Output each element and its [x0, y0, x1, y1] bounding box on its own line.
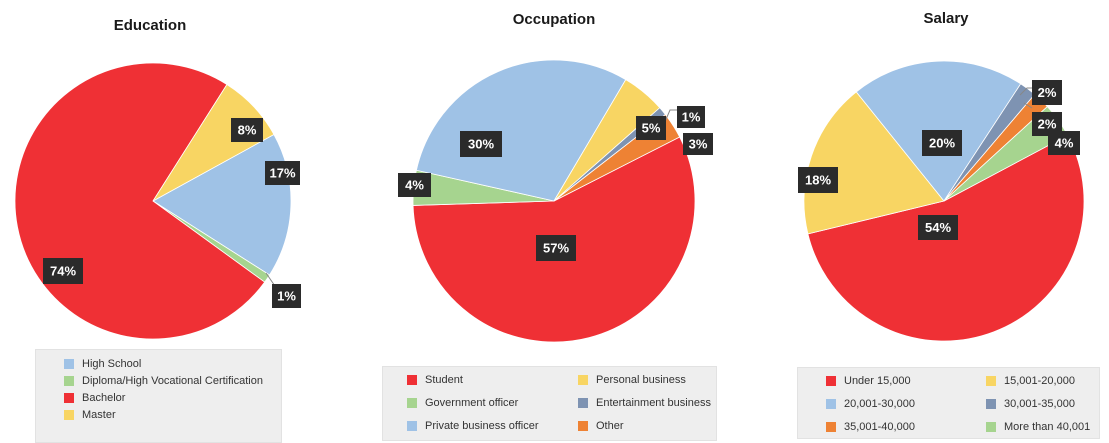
- occupation-legend-swatch: [407, 398, 417, 408]
- education-legend-label: Bachelor: [82, 392, 126, 404]
- occupation-chart-title: Occupation: [513, 11, 596, 28]
- salary-data-label: 20%: [929, 136, 955, 151]
- occupation-data-label-box: [636, 116, 666, 140]
- education-data-label: 74%: [50, 264, 76, 279]
- education-legend-label: High School: [82, 358, 142, 370]
- salary-slice-15-001-20-000: [803, 91, 945, 235]
- salary-legend-swatch: [826, 376, 836, 386]
- occupation-data-label-box: [677, 106, 705, 128]
- education-legend-swatch: [64, 410, 74, 420]
- salary-legend-item: 20,001-30,000: [826, 398, 915, 410]
- occupation-legend-label: Personal business: [596, 374, 686, 386]
- occupation-data-label: 1%: [682, 110, 701, 125]
- occupation-legend-item: Private business officer: [407, 420, 539, 432]
- salary-data-label-box: [1032, 80, 1062, 105]
- occupation-legend-swatch: [578, 398, 588, 408]
- salary-data-label: 2%: [1038, 85, 1057, 100]
- education-legend-swatch: [64, 393, 74, 403]
- education-legend-swatch: [64, 376, 74, 386]
- occupation-legend-label: Other: [596, 420, 624, 432]
- education-data-label-box: [43, 258, 83, 284]
- education-data-label: 1%: [277, 289, 296, 304]
- salary-data-label-box: [1048, 131, 1080, 155]
- occupation-legend-label: Government officer: [425, 397, 519, 409]
- salary-legend-item: 35,001-40,000: [826, 421, 915, 433]
- occupation-legend-label: Student: [425, 374, 463, 386]
- education-data-label: 8%: [238, 123, 257, 138]
- salary-legend-swatch: [826, 399, 836, 409]
- occupation-slice-private-business-officer: [415, 59, 627, 202]
- occupation-data-label-box: [536, 235, 576, 261]
- salary-legend-label: 35,001-40,000: [844, 421, 915, 433]
- salary-data-label-box: [918, 215, 958, 240]
- education-legend: High School Diploma/High Vocational Certi…: [35, 349, 282, 443]
- education-legend-item: High School: [64, 358, 141, 370]
- salary-data-label-box: [922, 130, 962, 156]
- salary-legend-swatch: [986, 422, 996, 432]
- salary-legend: Under 15,000 20,001-30,000 35,001-40,000 15…: [797, 367, 1100, 439]
- education-data-label: 17%: [269, 166, 295, 181]
- education-data-label-box: [265, 161, 300, 185]
- occupation-legend-item: Personal business: [578, 374, 686, 386]
- occupation-legend-swatch: [407, 421, 417, 431]
- salary-chart-title: Salary: [923, 10, 969, 27]
- occupation-data-label: 30%: [468, 137, 494, 152]
- salary-legend-swatch: [986, 376, 996, 386]
- salary-leader-line: [1023, 102, 1033, 109]
- salary-legend-item: 15,001-20,000: [986, 375, 1075, 387]
- salary-data-label-box: [798, 167, 838, 193]
- salary-data-label: 4%: [1055, 136, 1074, 151]
- salary-legend-label: 30,001-35,000: [1004, 398, 1075, 410]
- occupation-data-label: 57%: [543, 241, 569, 256]
- salary-legend-item: More than 40,001: [986, 421, 1090, 433]
- occupation-legend-label: Entertainment business: [596, 397, 711, 409]
- salary-legend-label: More than 40,001: [1004, 421, 1091, 433]
- occupation-legend: Student Government officer Private busines…: [382, 366, 717, 441]
- salary-data-label: 18%: [805, 173, 831, 188]
- occupation-legend-item: Other: [578, 420, 624, 432]
- education-chart: Education 17% 1% 74% 8%: [14, 17, 301, 340]
- education-legend-item: Master: [64, 409, 116, 421]
- education-slice-master: [152, 83, 275, 202]
- education-slice-high-school: [152, 133, 292, 276]
- education-legend-label: Master: [82, 409, 116, 421]
- occupation-legend-label: Private business officer: [425, 420, 539, 432]
- education-data-label-box: [272, 284, 301, 308]
- salary-legend-swatch: [826, 422, 836, 432]
- salary-legend-item: Under 15,000: [826, 375, 911, 387]
- education-chart-title: Education: [114, 17, 187, 34]
- occupation-data-label: 3%: [689, 137, 708, 152]
- salary-data-label: 2%: [1038, 117, 1057, 132]
- salary-data-label: 54%: [925, 220, 951, 235]
- education-data-label-box: [231, 118, 263, 142]
- education-legend-swatch: [64, 359, 74, 369]
- occupation-data-label: 5%: [642, 121, 661, 136]
- salary-legend-item: 30,001-35,000: [986, 398, 1075, 410]
- occupation-legend-swatch: [578, 421, 588, 431]
- salary-leader-line: [1019, 87, 1032, 96]
- salary-legend-label: 20,001-30,000: [844, 398, 915, 410]
- occupation-legend-item: Entertainment business: [578, 397, 711, 409]
- occupation-chart: Occupation 57% 4% 30% 5% 1% 3%: [398, 11, 713, 343]
- occupation-legend-item: Government officer: [407, 397, 518, 409]
- salary-chart: Salary 54% 18% 20% 2% 2% 4%: [798, 10, 1085, 342]
- occupation-legend-item: Student: [407, 374, 463, 386]
- occupation-data-label-box: [398, 173, 431, 197]
- occupation-data-label-box: [683, 133, 713, 155]
- salary-legend-swatch: [986, 399, 996, 409]
- occupation-legend-swatch: [407, 375, 417, 385]
- occupation-data-label-box: [460, 131, 502, 157]
- salary-legend-label: 15,001-20,000: [1004, 375, 1075, 387]
- occupation-data-label: 4%: [405, 178, 424, 193]
- education-legend-item: Bachelor: [64, 392, 125, 404]
- education-legend-item: Diploma/High Vocational Certification: [64, 375, 263, 387]
- salary-legend-label: Under 15,000: [844, 375, 911, 387]
- education-legend-label: Diploma/High Vocational Certification: [82, 375, 263, 387]
- occupation-legend-swatch: [578, 375, 588, 385]
